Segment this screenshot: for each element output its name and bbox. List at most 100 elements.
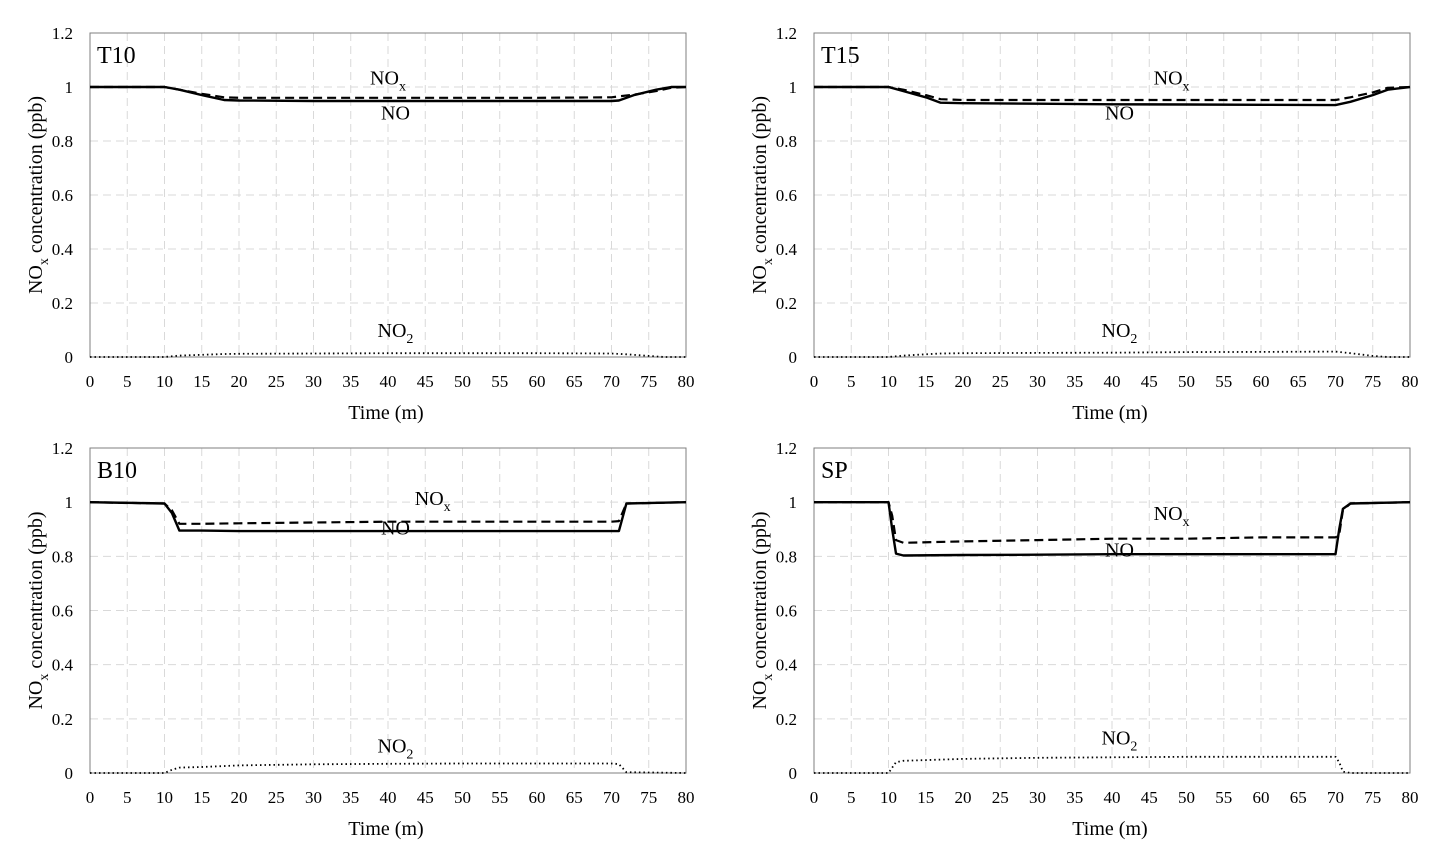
y-axis-title-subscript: x — [37, 674, 52, 681]
series-label-no2: NO2 — [378, 736, 414, 763]
x-tick-label: 80 — [678, 788, 695, 807]
y-axis-title: NOx concentration (ppb) — [749, 511, 776, 709]
series-label-nox: NOx — [1154, 503, 1190, 530]
y-axis-title-text: NOx concentration (ppb) — [25, 96, 52, 294]
y-tick-label: 1.2 — [52, 24, 73, 43]
x-tick-label: 70 — [603, 788, 620, 807]
y-tick-label: 0 — [65, 348, 74, 367]
x-tick-label: 20 — [955, 788, 972, 807]
x-tick-label: 5 — [123, 372, 132, 391]
x-tick-label: 50 — [1178, 372, 1195, 391]
plot-area-frame — [813, 447, 1411, 774]
series-label-no: NO — [381, 102, 410, 124]
y-tick-label: 1 — [65, 493, 74, 512]
series-label-no2-subscript: 2 — [1130, 332, 1137, 347]
x-tick-label: 65 — [1290, 372, 1307, 391]
y-axis-title-rest: concentration (ppb) — [25, 96, 47, 258]
x-tick-label: 40 — [1104, 788, 1121, 807]
x-tick-label: 40 — [380, 372, 397, 391]
x-tick-label: 50 — [454, 372, 471, 391]
x-tick-label: 55 — [1215, 788, 1232, 807]
y-axis-title: NOx concentration (ppb) — [749, 96, 776, 294]
x-tick-label: 15 — [193, 372, 210, 391]
x-tick-label: 55 — [491, 372, 508, 391]
y-axis-title-subscript: x — [37, 258, 52, 265]
x-tick-label: 45 — [1141, 788, 1158, 807]
y-tick-label: 1 — [789, 493, 798, 512]
x-tick-label: 70 — [1327, 372, 1344, 391]
panel-title: T15 — [821, 43, 860, 69]
series-label-nox-subscript: x — [1183, 79, 1190, 94]
series-label-no2-main: NO — [1102, 320, 1131, 342]
x-tick-label: 25 — [268, 372, 285, 391]
y-tick-label: 0.6 — [52, 602, 73, 621]
x-tick-label: 0 — [86, 788, 95, 807]
series-line-no — [814, 85, 1411, 107]
y-axis-title-subscript: x — [761, 674, 776, 681]
panel-title: B10 — [97, 458, 137, 484]
series-label-no-main: NO — [381, 102, 410, 124]
y-tick-label: 0.2 — [52, 294, 73, 313]
y-tick-label: 0 — [789, 764, 798, 783]
x-tick-label: 80 — [678, 372, 695, 391]
y-axis-title: NOx concentration (ppb) — [25, 511, 52, 709]
panel-title: T10 — [97, 43, 136, 69]
x-tick-label: 0 — [810, 788, 819, 807]
x-tick-label: 30 — [1029, 372, 1046, 391]
x-tick-label: 0 — [810, 372, 819, 391]
series-label-no: NO — [1105, 102, 1134, 124]
y-axis-title-main: NO — [749, 265, 771, 294]
y-axis-title-rest: concentration (ppb) — [749, 511, 771, 673]
y-tick-label: 0 — [789, 348, 798, 367]
y-tick-label: 0.8 — [52, 132, 73, 151]
x-tick-label: 55 — [491, 788, 508, 807]
x-tick-label: 0 — [86, 372, 95, 391]
panel-title: SP — [821, 458, 848, 484]
series-label-no-main: NO — [381, 518, 410, 540]
x-tick-label: 5 — [847, 372, 856, 391]
y-axis-title-text: NOx concentration (ppb) — [749, 511, 776, 709]
x-tick-label: 35 — [1066, 788, 1083, 807]
x-tick-label: 5 — [847, 788, 856, 807]
x-tick-label: 60 — [529, 372, 546, 391]
x-tick-label: 65 — [566, 788, 583, 807]
series-line-no — [814, 501, 1411, 557]
x-axis-title: Time (m) — [348, 402, 423, 424]
series-label-nox-main: NO — [415, 488, 444, 510]
series-label-no2-subscript: 2 — [406, 332, 413, 347]
plot-area-frame — [813, 32, 1411, 358]
series-line-no2 — [90, 352, 686, 358]
x-tick-label: 75 — [1364, 372, 1381, 391]
y-tick-label: 1 — [65, 78, 74, 97]
series-label-nox-main: NO — [1154, 503, 1183, 525]
x-tick-label: 35 — [342, 372, 359, 391]
x-tick-label: 70 — [603, 372, 620, 391]
y-tick-label: 1.2 — [776, 24, 797, 43]
x-tick-label: 70 — [1327, 788, 1344, 807]
y-axis-title-text: NOx concentration (ppb) — [749, 96, 776, 294]
x-tick-label: 5 — [123, 788, 132, 807]
series-label-no2-subscript: 2 — [406, 748, 413, 763]
x-tick-label: 45 — [417, 372, 434, 391]
x-tick-label: 65 — [566, 372, 583, 391]
x-axis-title: Time (m) — [348, 818, 423, 840]
x-tick-label: 45 — [417, 788, 434, 807]
series-label-nox-main: NO — [370, 67, 399, 89]
chart-panel-t10: 0 5 10 15 20 25 30 35 40 45 50 55 60 65 70 75 80 0 0.2 0.4 0… — [25, 24, 695, 424]
plot-area-frame — [89, 32, 687, 358]
y-axis-title-main: NO — [25, 265, 47, 294]
y-tick-label: 1.2 — [776, 439, 797, 458]
series-label-nox: NOx — [370, 67, 406, 94]
x-tick-label: 55 — [1215, 372, 1232, 391]
series-label-no-main: NO — [1105, 539, 1134, 561]
series-line-nox — [814, 85, 1411, 102]
x-tick-label: 80 — [1402, 788, 1419, 807]
series-label-nox-subscript: x — [1183, 515, 1190, 530]
y-axis-title-subscript: x — [761, 258, 776, 265]
series-label-nox-subscript: x — [399, 79, 406, 94]
x-tick-label: 10 — [880, 372, 897, 391]
series-label-no2-main: NO — [378, 320, 407, 342]
chart-panel-sp: 0 5 10 15 20 25 30 35 40 45 50 55 60 65 70 75 80 0 0.2 0.4 0… — [749, 439, 1419, 840]
series-line-no — [90, 85, 686, 103]
